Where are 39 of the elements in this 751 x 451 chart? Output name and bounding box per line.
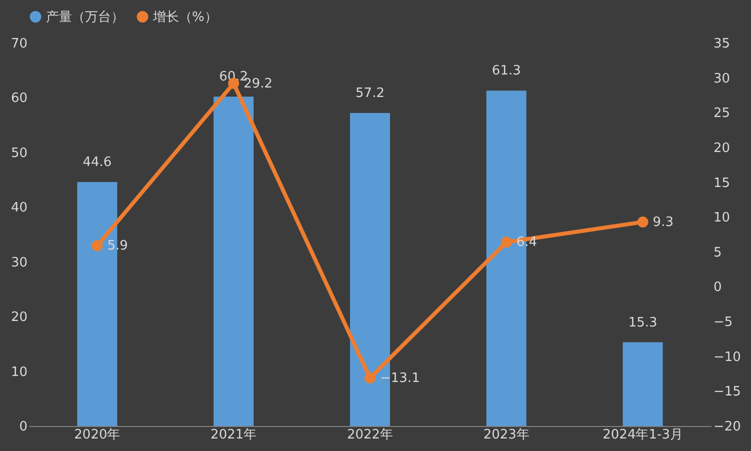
y-tick-label: 60 bbox=[10, 91, 28, 106]
x-tick-label: 2020年 bbox=[74, 428, 120, 442]
y-tick-label: 50 bbox=[10, 146, 28, 161]
point bbox=[364, 372, 376, 384]
bar bbox=[622, 342, 663, 426]
y2-tick-label: −5 bbox=[714, 315, 733, 330]
data-label: 57.2 bbox=[356, 86, 384, 102]
y-tick-label: 70 bbox=[10, 36, 28, 52]
y2-tick-label: 15 bbox=[714, 176, 730, 191]
point bbox=[637, 216, 648, 228]
y2-tick-label: 5 bbox=[714, 245, 722, 260]
y2-tick-label: −20 bbox=[714, 420, 741, 434]
y-tick-label: 10 bbox=[10, 364, 28, 380]
point bbox=[92, 240, 103, 252]
y-tick-label: 20 bbox=[10, 310, 28, 326]
y2-tick-label: −10 bbox=[714, 350, 741, 365]
y-tick-label: 0 bbox=[19, 420, 28, 434]
data-label: 61.3 bbox=[492, 64, 521, 79]
y2-tick-label: 35 bbox=[714, 36, 730, 52]
y2-tick-label: −15 bbox=[714, 384, 741, 400]
y2-tick-label: 10 bbox=[714, 210, 730, 226]
data-label: 6.4 bbox=[516, 235, 538, 250]
y-tick-label: 40 bbox=[10, 200, 28, 216]
data-label: 15.3 bbox=[628, 315, 658, 330]
y2-tick-label: 20 bbox=[714, 140, 730, 156]
y2-tick-label: 25 bbox=[714, 106, 730, 122]
data-label: 9.3 bbox=[652, 214, 674, 230]
legend-label: 增长（%） bbox=[152, 10, 218, 25]
x-tick-label: 2022年 bbox=[346, 428, 394, 442]
x-tick-label: 2021年 bbox=[210, 428, 257, 442]
y-tick-label: 30 bbox=[10, 255, 28, 270]
bar bbox=[214, 96, 254, 426]
legend-label: 产量（万台） bbox=[46, 10, 124, 25]
y2-tick-label: 0 bbox=[714, 280, 722, 296]
x-tick-label: 2023年 bbox=[483, 428, 530, 442]
x-tick-label: 2024年1-3月 bbox=[602, 428, 683, 442]
y2-tick-label: 30 bbox=[714, 71, 730, 86]
point bbox=[500, 236, 512, 248]
data-label: 44.6 bbox=[82, 154, 112, 170]
